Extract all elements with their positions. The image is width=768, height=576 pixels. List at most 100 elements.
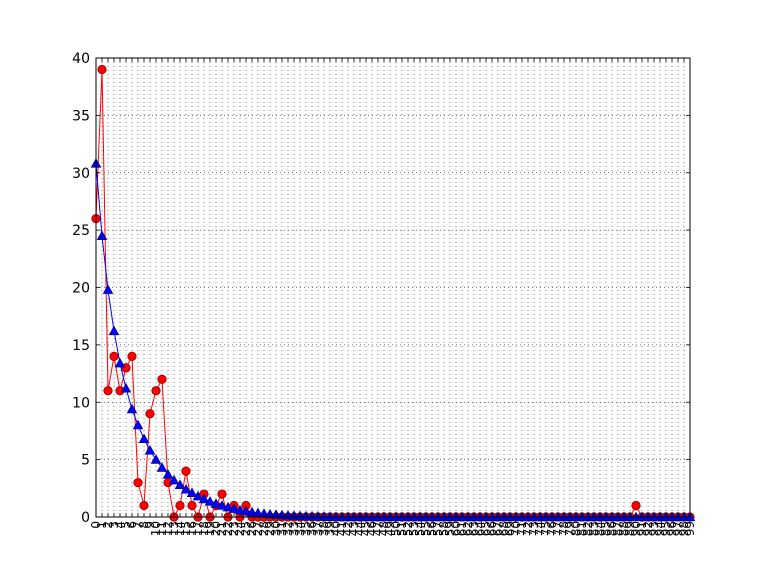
x-tick-label: 46 (365, 521, 379, 536)
x-tick-label: 0 (89, 521, 103, 529)
x-tick-label: 66 (485, 521, 499, 536)
x-tick-label: 87 (611, 521, 625, 536)
data-point (102, 284, 114, 294)
data-point (108, 325, 120, 336)
data-point (162, 469, 174, 479)
data-point (181, 466, 191, 476)
data-point (187, 500, 197, 511)
x-tick-label: 8 (137, 521, 151, 529)
x-tick-label: 62 (461, 521, 475, 536)
x-tick-label: 94 (653, 521, 667, 536)
data-point (145, 409, 155, 419)
x-tick-label: 51 (395, 521, 409, 536)
x-tick-label: 85 (599, 521, 613, 536)
x-tick-label: 57 (431, 521, 445, 536)
x-tick-label: 83 (587, 521, 601, 536)
x-tick-label: 10 (149, 521, 163, 536)
x-tick-label: 82 (581, 521, 595, 536)
x-tick-label: 6 (125, 521, 139, 529)
data-point (631, 500, 641, 511)
x-tick-label: 7 (131, 521, 145, 529)
x-tick-label: 26 (245, 521, 259, 536)
x-tick-label: 59 (443, 521, 457, 536)
data-point (96, 230, 108, 240)
x-tick-label: 5 (119, 521, 133, 529)
data-point (139, 500, 149, 511)
x-tick-label: 74 (533, 521, 547, 536)
x-tick-label: 56 (425, 521, 439, 536)
x-tick-label: 60 (449, 521, 463, 536)
x-tick-label: 81 (575, 521, 589, 536)
x-tick-label: 21 (215, 521, 229, 536)
x-tick-label: 64 (473, 521, 487, 536)
y-tick-label: 10 (72, 395, 90, 411)
data-point (156, 462, 168, 472)
data-point (109, 351, 119, 361)
data-point (216, 500, 228, 510)
x-tick-label: 2 (101, 521, 115, 529)
x-tick-label: 97 (671, 521, 685, 536)
y-tick-label: 15 (72, 338, 90, 354)
x-tick-label: 80 (569, 521, 583, 536)
x-tick-label: 23 (227, 521, 241, 536)
data-point (222, 501, 234, 512)
x-tick-label: 61 (455, 521, 469, 536)
x-tick-label: 92 (641, 521, 655, 536)
x-tick-label: 63 (467, 521, 481, 536)
x-tick-label: 79 (563, 521, 577, 536)
x-tick-label: 29 (263, 521, 277, 536)
x-tick-label: 4 (113, 521, 127, 529)
x-tick-label: 34 (293, 521, 307, 536)
grid (95, 57, 691, 518)
data-point (168, 474, 180, 485)
x-tick-label: 20 (209, 521, 223, 536)
x-tick-label: 76 (545, 521, 559, 536)
data-point (151, 386, 161, 396)
x-tick-label: 49 (383, 521, 397, 536)
x-tick-label: 33 (287, 521, 301, 536)
x-tick-label: 13 (167, 521, 181, 536)
x-axis-tick-labels: 0123456789101112131415161718192021222324… (89, 521, 697, 536)
x-tick-label: 24 (233, 521, 247, 536)
x-tick-label: 75 (539, 521, 553, 536)
data-point (228, 503, 240, 513)
x-tick-label: 47 (371, 521, 385, 536)
x-tick-label: 12 (161, 521, 175, 536)
x-tick-label: 89 (623, 521, 637, 536)
x-tick-label: 71 (515, 521, 529, 536)
axis-ticks (95, 57, 691, 518)
data-point (157, 374, 167, 384)
data-point (127, 351, 137, 361)
x-tick-label: 70 (509, 521, 523, 536)
y-tick-label: 0 (81, 510, 90, 526)
x-tick-label: 69 (503, 521, 517, 536)
x-tick-label: 67 (491, 521, 505, 536)
y-tick-label: 30 (72, 166, 90, 182)
data-point (103, 386, 113, 396)
x-tick-label: 16 (185, 521, 199, 536)
x-tick-label: 58 (437, 521, 451, 536)
x-tick-label: 35 (299, 521, 313, 536)
x-tick-label: 19 (203, 521, 217, 536)
x-tick-label: 37 (311, 521, 325, 536)
x-tick-label: 28 (257, 521, 271, 536)
x-tick-label: 14 (173, 521, 187, 536)
x-tick-label: 86 (605, 521, 619, 536)
x-tick-label: 40 (329, 521, 343, 536)
y-tick-label: 40 (72, 51, 90, 67)
x-tick-label: 44 (353, 521, 367, 536)
data-point (175, 500, 185, 511)
data-point (192, 490, 204, 501)
data-point (133, 477, 143, 488)
data-point (150, 454, 162, 464)
data-point (132, 419, 144, 430)
data-point (174, 479, 186, 489)
x-tick-label: 18 (197, 521, 211, 536)
x-tick-label: 93 (647, 521, 661, 536)
x-tick-label: 65 (479, 521, 493, 536)
data-point (186, 487, 198, 497)
x-tick-label: 32 (281, 521, 295, 536)
data-point (144, 445, 156, 455)
x-tick-label: 3 (107, 521, 121, 529)
